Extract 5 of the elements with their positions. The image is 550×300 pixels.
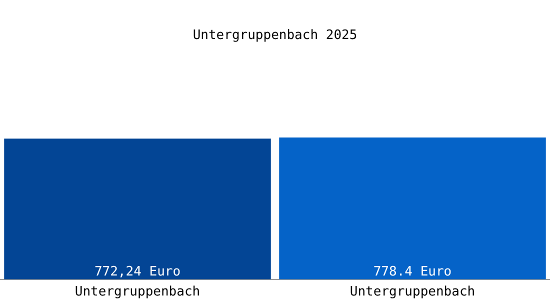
data-label: 772,24 Euro [94,264,181,280]
x-tick-label: Untergruppenbach [350,284,476,300]
x-tick-label: Untergruppenbach [74,284,200,300]
chart-title: Untergruppenbach 2025 [192,28,358,44]
data-label: 778.4 Euro [373,264,452,280]
